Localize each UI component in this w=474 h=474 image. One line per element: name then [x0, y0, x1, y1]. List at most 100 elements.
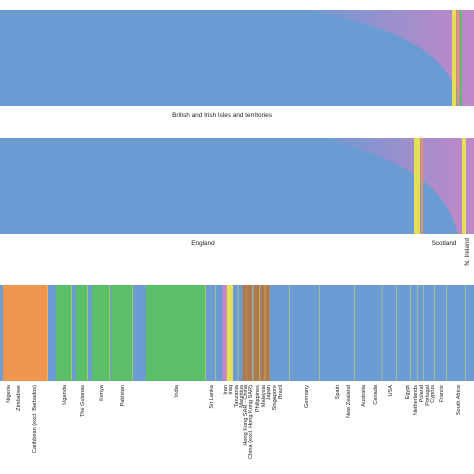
- country-divider: [109, 285, 110, 381]
- country-column: [435, 285, 447, 381]
- country-column: [418, 285, 424, 381]
- country-column: [265, 285, 271, 381]
- region-label: Scotland: [432, 240, 457, 247]
- country-column: [429, 285, 435, 381]
- country-column: [146, 285, 206, 381]
- country-label: Kenya: [99, 384, 105, 401]
- country-label: Portugal: [425, 385, 431, 406]
- country-label: The Guianas: [80, 385, 86, 417]
- panel-top-purple-band: [300, 10, 474, 106]
- country-column: [412, 285, 418, 381]
- country-label: Egypt: [405, 385, 411, 400]
- panel-top-yellow-stripe: [452, 10, 456, 106]
- country-label: Spain: [335, 385, 341, 399]
- country-column: [238, 285, 244, 381]
- country-column: [270, 285, 290, 381]
- country-divider: [237, 285, 239, 381]
- country-label: South Africa: [456, 384, 462, 415]
- country-column: [3, 285, 13, 381]
- country-divider: [423, 285, 424, 381]
- bottom-labels: Nigeria Zimbabwe Caribbean (excl. Barbados…: [6, 384, 462, 459]
- country-column: [367, 285, 383, 381]
- country-divider: [87, 285, 88, 381]
- country-label: Germany: [304, 385, 310, 408]
- country-column: [424, 285, 430, 381]
- country-label: Poland: [419, 385, 425, 402]
- country-column: [260, 285, 266, 381]
- country-divider: [354, 285, 355, 381]
- country-label: Cyprus: [430, 385, 436, 403]
- country-divider: [396, 285, 397, 381]
- country-divider: [132, 285, 133, 381]
- country-column: [450, 285, 466, 381]
- country-column: [357, 285, 369, 381]
- country-label: Pakistan: [120, 385, 126, 406]
- country-label: Tanzania: [234, 384, 240, 407]
- country-divider: [71, 285, 72, 381]
- country-label: Nigeria: [6, 384, 12, 403]
- panel-middle-yellow-stripe-scotland: [414, 138, 420, 234]
- country-column: [383, 285, 397, 381]
- country-label: Japan: [266, 385, 272, 400]
- country-column: [292, 285, 320, 381]
- country-column: [341, 285, 355, 381]
- country-divider: [381, 285, 383, 381]
- country-label: China (excl. Hong Kong SAR): [248, 385, 254, 459]
- country-label: Australia: [361, 384, 367, 407]
- country-label: Brazil: [278, 385, 284, 399]
- country-label: Netherlands: [413, 385, 419, 415]
- panel-top: British and Irish Isles and territories: [0, 10, 474, 119]
- panel-top-green-stripe: [460, 10, 462, 106]
- country-divider: [259, 285, 260, 381]
- country-column: [227, 285, 233, 381]
- country-divider: [417, 285, 418, 381]
- country-label: Malaysia: [261, 384, 267, 407]
- country-column: [222, 285, 228, 381]
- country-label: Iraq: [228, 385, 234, 395]
- panel-middle-yellow-stripe-ni: [462, 138, 466, 234]
- country-column: [332, 285, 342, 381]
- country-divider: [410, 285, 411, 381]
- country-label: Sri Lanka: [209, 384, 215, 409]
- country-label: USA: [388, 385, 394, 397]
- country-divider: [465, 285, 466, 381]
- country-column: [111, 285, 133, 381]
- panel-top-orange-stripe: [457, 10, 459, 106]
- country-label: Hong Kong SAR - China: [243, 384, 249, 446]
- country-label: Caribbean (excl. Barbados): [32, 385, 38, 453]
- country-divider: [434, 285, 435, 381]
- country-label: Mauritius: [239, 385, 245, 408]
- country-column: [403, 285, 411, 381]
- country-divider: [446, 285, 447, 381]
- country-column: [56, 285, 72, 381]
- panel-middle-purple-band: [320, 138, 474, 234]
- country-column: [206, 285, 216, 381]
- region-label: England: [191, 240, 215, 247]
- country-column: [247, 285, 253, 381]
- country-column: [92, 285, 110, 381]
- country-divider: [319, 285, 320, 381]
- region-label: British and Irish Isles and territories: [172, 112, 272, 119]
- country-label: Uganda: [62, 384, 68, 404]
- country-column: [20, 285, 48, 381]
- country-column: [254, 285, 260, 381]
- country-label: Philippines: [255, 385, 261, 412]
- country-divider: [232, 285, 233, 381]
- country-label: Iran: [223, 385, 229, 395]
- country-divider: [215, 285, 216, 381]
- country-label: New Zealand: [346, 385, 352, 418]
- country-label: Canada: [373, 384, 379, 404]
- panel-bottom: Nigeria Zimbabwe Caribbean (excl. Barbados…: [0, 285, 474, 459]
- country-divider: [252, 285, 253, 381]
- country-column: [242, 285, 248, 381]
- country-label: Singapore: [272, 385, 278, 411]
- country-label: India: [174, 384, 180, 397]
- country-column: [76, 285, 88, 381]
- country-label: Zimbabwe: [16, 385, 22, 411]
- country-label: France: [439, 385, 445, 402]
- panel-middle: England Scotland N. Ireland: [0, 138, 474, 266]
- region-label: N. Ireland: [464, 238, 471, 266]
- bottom-columns: [3, 285, 466, 381]
- country-divider: [205, 285, 206, 381]
